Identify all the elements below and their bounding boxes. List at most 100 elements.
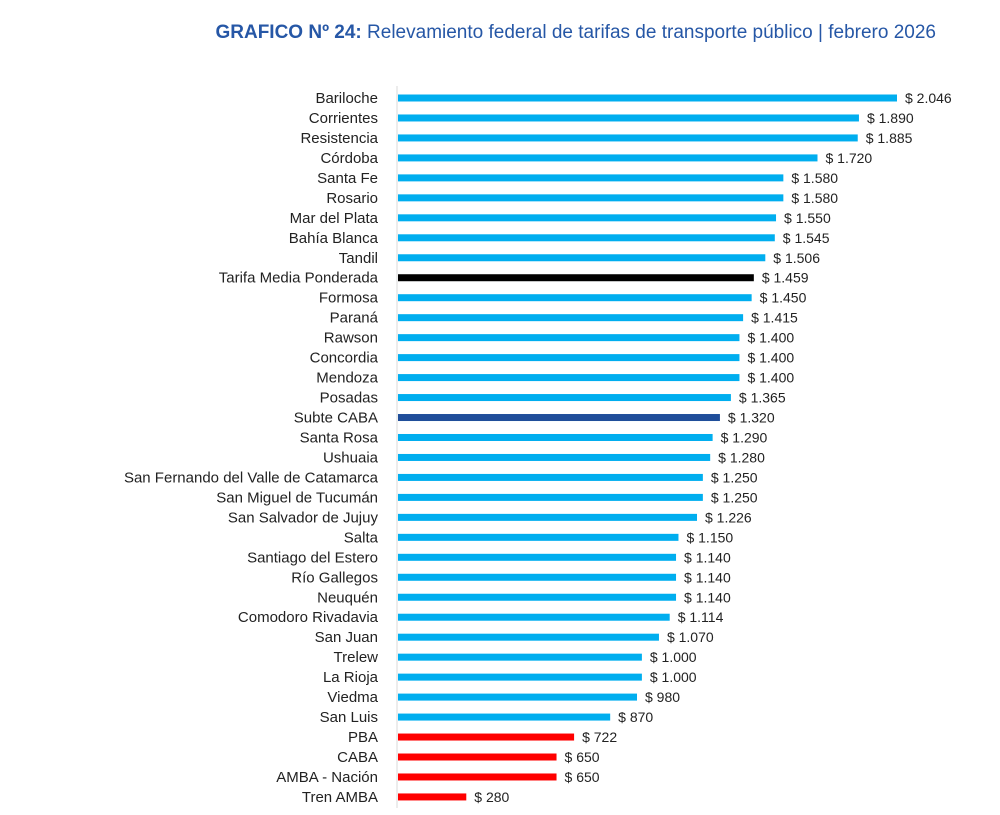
bar	[398, 374, 740, 382]
value-label: $ 1.550	[784, 210, 831, 226]
value-label: $ 1.450	[760, 290, 807, 306]
value-label: $ 1.400	[747, 330, 794, 346]
category-label: Río Gallegos	[291, 569, 378, 586]
bar	[398, 793, 467, 801]
category-label: Santa Rosa	[300, 429, 379, 446]
value-label: $ 1.580	[791, 170, 838, 186]
value-label: $ 1.290	[721, 429, 768, 445]
bar	[398, 673, 642, 681]
bar	[398, 294, 752, 302]
value-label: $ 1.545	[783, 230, 830, 246]
value-label: $ 1.400	[747, 370, 794, 386]
value-label: $ 1.400	[747, 350, 794, 366]
bar	[398, 314, 744, 322]
category-label: Bariloche	[315, 90, 378, 107]
value-label: $ 2.046	[905, 90, 952, 106]
value-label: $ 1.280	[718, 449, 765, 465]
value-label: $ 1.226	[705, 509, 752, 525]
bar	[398, 633, 659, 641]
value-label: $ 1.250	[711, 469, 758, 485]
category-label: Mendoza	[316, 370, 378, 387]
value-label: $ 1.070	[667, 629, 714, 645]
category-label: Salta	[344, 529, 379, 546]
value-label: $ 650	[565, 769, 600, 785]
value-label: $ 1.415	[751, 310, 798, 326]
value-label: $ 980	[645, 689, 680, 705]
bar	[398, 334, 740, 342]
bar	[398, 513, 698, 521]
bar	[398, 274, 754, 282]
value-label: $ 1.114	[678, 609, 724, 625]
bar	[398, 234, 775, 242]
bar	[398, 433, 713, 441]
bar	[398, 693, 638, 701]
value-label: $ 1.150	[686, 529, 733, 545]
category-label: Posadas	[320, 390, 378, 407]
category-label: Paraná	[330, 310, 379, 327]
value-label: $ 1.000	[650, 649, 697, 665]
bar	[398, 653, 642, 661]
bar	[398, 254, 766, 262]
bar	[398, 394, 731, 402]
category-label: Rosario	[326, 190, 378, 207]
value-label: $ 1.140	[684, 569, 731, 585]
bar	[398, 573, 677, 581]
value-label: $ 870	[618, 709, 653, 725]
category-label: Córdoba	[320, 150, 378, 167]
value-label: $ 1.140	[684, 589, 731, 605]
bar	[398, 414, 720, 422]
category-label: San Luis	[320, 709, 378, 726]
value-label: $ 1.140	[684, 549, 731, 565]
category-label: San Fernando del Valle de Catamarca	[124, 469, 379, 486]
value-label: $ 1.250	[711, 489, 758, 505]
category-label: Santiago del Estero	[247, 549, 378, 566]
category-label: Tandil	[339, 250, 378, 267]
bar	[398, 733, 575, 741]
bar	[398, 613, 670, 621]
category-label: Formosa	[319, 290, 379, 307]
value-label: $ 650	[565, 749, 600, 765]
category-label: Concordia	[310, 350, 379, 367]
category-label: Viedma	[327, 689, 378, 706]
value-label: $ 1.506	[773, 250, 820, 266]
bar	[398, 593, 677, 601]
value-label: $ 722	[582, 729, 617, 745]
bar	[398, 114, 859, 122]
category-label: Trelew	[334, 649, 379, 666]
category-label: Rawson	[324, 330, 378, 347]
category-label: Santa Fe	[317, 170, 378, 187]
value-label: $ 1.459	[762, 270, 809, 286]
bar	[398, 134, 858, 142]
chart-title: GRAFICO Nº 24: Relevamiento federal de t…	[0, 22, 1000, 44]
category-label: San Salvador de Jujuy	[228, 509, 379, 526]
category-label: La Rioja	[323, 669, 379, 686]
category-label: Comodoro Rivadavia	[238, 609, 379, 626]
bar	[398, 533, 679, 541]
bar	[398, 214, 777, 222]
category-label: Neuquén	[317, 589, 378, 606]
bar	[398, 473, 703, 481]
bar	[398, 553, 677, 561]
bar	[398, 154, 818, 162]
value-label: $ 1.885	[866, 130, 913, 146]
bar	[398, 94, 897, 102]
chart-title-prefix: GRAFICO Nº 24:	[215, 22, 362, 43]
bar	[398, 713, 611, 721]
value-label: $ 1.320	[728, 410, 775, 426]
category-label: San Juan	[315, 629, 378, 646]
category-label: Bahía Blanca	[289, 230, 379, 247]
value-label: $ 1.890	[867, 110, 914, 126]
value-label: $ 280	[474, 789, 509, 805]
category-label: CABA	[337, 749, 378, 766]
category-label: AMBA - Nación	[276, 769, 378, 786]
bar	[398, 174, 784, 182]
category-label: PBA	[348, 729, 378, 746]
chart-title-text: Relevamiento federal de tarifas de trans…	[367, 22, 936, 43]
bar	[398, 194, 784, 202]
category-label: Corrientes	[309, 110, 378, 127]
category-label: Tarifa Media Ponderada	[219, 270, 379, 287]
value-label: $ 1.580	[791, 190, 838, 206]
category-label: San Miguel de Tucumán	[216, 489, 378, 506]
category-label: Ushuaia	[323, 449, 379, 466]
